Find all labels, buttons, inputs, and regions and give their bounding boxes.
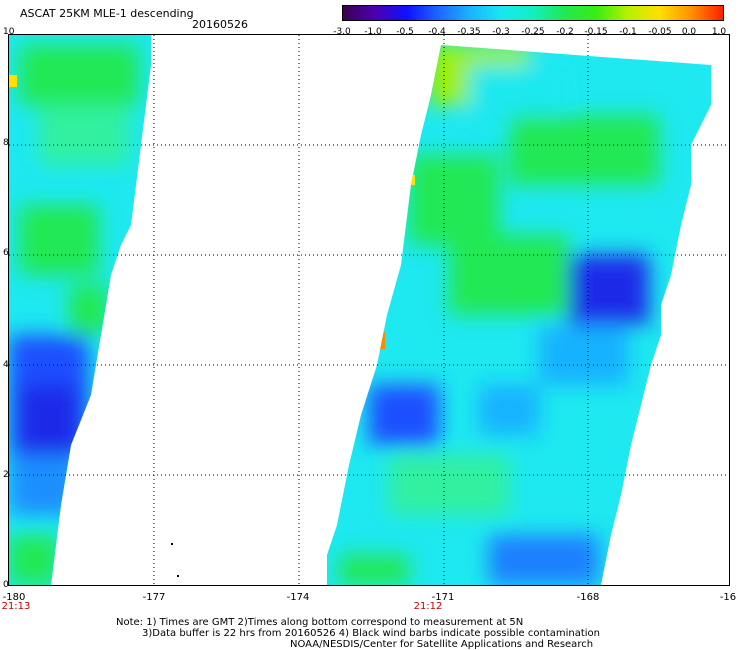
swath-patch-blue	[369, 385, 439, 445]
swath-pixel-yellow	[407, 175, 415, 185]
colorbar-tick-label: -0.2	[556, 27, 574, 37]
swath-patch-green	[449, 235, 569, 315]
wind-barb-mark	[177, 575, 179, 577]
lon-label: -177	[142, 592, 166, 603]
lon-label: -174	[286, 592, 310, 603]
lon-label: -16	[719, 592, 737, 603]
time-label: 21:13	[1, 601, 31, 612]
swath-patch-blue	[489, 535, 599, 585]
colorbar-tick-label: 0.0	[681, 27, 697, 37]
swath-pixel-orange	[427, 49, 437, 63]
right-swath	[327, 45, 711, 585]
colorbar-tick-label: -0.15	[584, 27, 608, 37]
swath-patch-light-blue	[539, 325, 629, 385]
swath-patch-green	[409, 155, 499, 245]
map-frame	[8, 34, 730, 586]
footer-note-2: 3)Data buffer is 22 hrs from 20160526 4)…	[142, 628, 600, 639]
time-label: 21:12	[413, 601, 443, 612]
colorbar-tick-label: -0.3	[492, 27, 510, 37]
colorbar-tick-label: 1.0	[711, 27, 727, 37]
colorbar-tick-label: -0.25	[521, 27, 545, 37]
lat-label: 10	[3, 27, 15, 37]
swath-patch-green	[509, 115, 659, 185]
colorbar-tick-label: -1.0	[364, 27, 382, 37]
swath-patch-aqua	[39, 105, 129, 165]
swath-patch-dark-blue	[569, 255, 649, 325]
lon-label: -171	[431, 592, 455, 603]
lat-label: 4	[3, 360, 9, 370]
colorbar-tick-label: -0.5	[396, 27, 414, 37]
colorbar	[342, 5, 724, 21]
swath-patch-green	[19, 45, 139, 105]
lat-label: 0	[3, 580, 9, 590]
swath-pixel-yellow	[9, 75, 17, 87]
swath-pixel-orange	[375, 331, 385, 349]
swath-patch-green	[69, 285, 109, 335]
footer-note-3: NOAA/NESDIS/Center for Satellite Applica…	[290, 639, 594, 650]
map-date: 20160526	[192, 18, 248, 31]
wind-barb-mark	[171, 543, 173, 545]
swath-patch-green	[9, 535, 59, 585]
lon-label: -168	[576, 592, 600, 603]
lat-label: 8	[3, 138, 9, 148]
map-canvas	[9, 35, 729, 585]
colorbar-tick-label: -0.05	[648, 27, 672, 37]
colorbar-tick-label: -0.35	[457, 27, 481, 37]
footer-note-1: Note: 1) Times are GMT 2)Times along bot…	[116, 617, 524, 628]
left-swath	[9, 35, 151, 585]
map-grid	[9, 35, 729, 585]
swath-patch-light-blue	[479, 385, 539, 435]
swath-patch-blue	[9, 455, 79, 515]
lat-label: 2	[3, 470, 9, 480]
swath-patch-green	[339, 555, 409, 585]
colorbar-tick-label: -0.1	[619, 27, 637, 37]
colorbar-tick-label: -3.0	[333, 27, 351, 37]
colorbar-tick-label: -0.4	[428, 27, 446, 37]
swath-patch-dark-blue	[19, 385, 79, 455]
lon-label: -180	[2, 592, 26, 603]
swath-patch-green	[19, 205, 99, 275]
lat-label: 6	[3, 248, 9, 258]
swath-patch-aqua	[389, 455, 509, 515]
map-title: ASCAT 25KM MLE-1 descending	[20, 7, 194, 20]
